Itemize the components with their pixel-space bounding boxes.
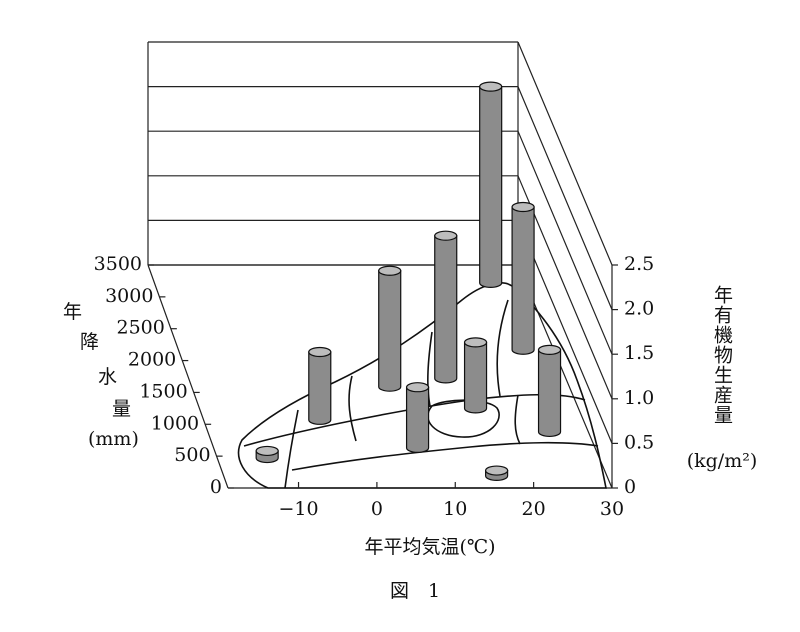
y-tick-label: 1500 [139, 380, 187, 402]
cylinder-top [378, 265, 402, 276]
y-tick-label: 1000 [151, 412, 199, 434]
y-axis-label: 年 [63, 301, 82, 323]
cylinder-body [405, 386, 430, 453]
cylinder-body [463, 341, 488, 414]
y-axis-label: 量 [112, 398, 131, 420]
grid-line [517, 86, 613, 310]
cylinder-body [378, 270, 402, 392]
y-axis-label: (mm) [88, 428, 139, 450]
z-tick-label: 1.0 [624, 387, 654, 409]
z-tick-label: 1.5 [624, 342, 654, 364]
cylinder-body [511, 206, 535, 355]
cylinder-body [537, 349, 562, 437]
cylinder-top [511, 201, 535, 213]
cylinder-top [463, 337, 488, 348]
axis-line [147, 264, 229, 489]
cylinder-body [479, 86, 503, 288]
grid-line [517, 41, 613, 266]
cylinder-top [479, 81, 503, 92]
z-tick-label: 2.0 [624, 298, 654, 320]
z-axis-label: (kg/m²) [687, 450, 758, 472]
z-axis-label: 年有機物生産量 [711, 285, 733, 425]
x-tick-label: 20 [522, 498, 546, 520]
z-tick-label: 0 [624, 476, 636, 498]
cylinder-top [405, 382, 430, 393]
cylinder-top [537, 344, 562, 355]
y-tick-label: 0 [210, 476, 222, 498]
x-tick-label: −10 [278, 498, 318, 520]
y-tick-label: 2500 [116, 317, 164, 339]
x-tick-label: 0 [371, 498, 383, 520]
y-tick-label: 500 [174, 444, 210, 466]
y-tick-label: 3000 [105, 285, 153, 307]
cylinder-top [434, 230, 458, 241]
cylinder-body [434, 235, 458, 384]
z-tick-label: 0.5 [624, 431, 654, 453]
z-tick-label: 2.5 [624, 253, 654, 275]
y-axis-label: 降 [80, 331, 99, 353]
x-tick-label: 10 [443, 498, 467, 520]
y-tick-label: 2000 [128, 349, 176, 371]
cylinder-top [308, 346, 332, 358]
cylinder-top [255, 445, 279, 457]
cylinder-top [485, 465, 509, 476]
caption: 図 1 [390, 580, 440, 602]
y-axis-label: 水 [98, 366, 117, 388]
x-axis-label: 年平均気温(℃) [364, 536, 495, 558]
y-tick-label: 3500 [94, 253, 142, 275]
x-tick-label: 30 [600, 498, 624, 520]
grid-line [517, 130, 613, 355]
biome-contours [237, 282, 607, 489]
cylinder-body [308, 351, 332, 425]
